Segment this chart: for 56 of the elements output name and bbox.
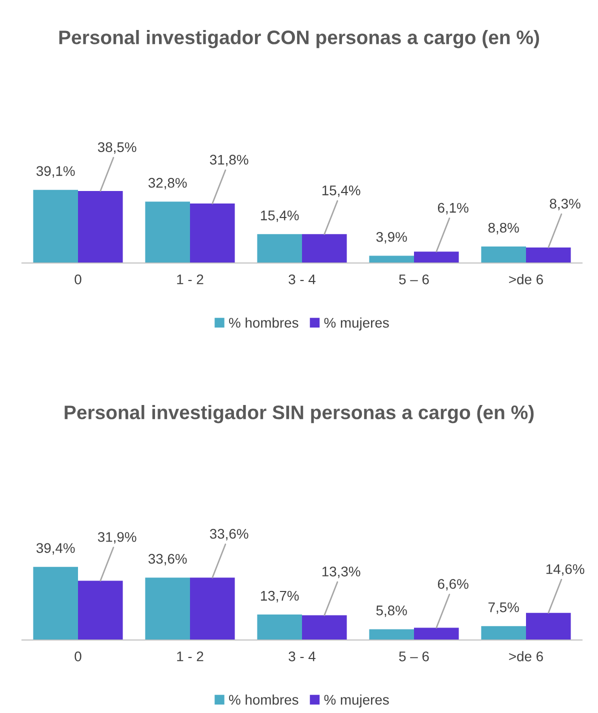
data-label: 39,4% — [36, 543, 75, 555]
data-label: 31,8% — [210, 154, 248, 166]
data-label: 7,5% — [488, 602, 519, 614]
data-label: 6,6% — [438, 579, 468, 591]
x-tick-label: 5 – 6 — [399, 274, 429, 284]
bar — [257, 614, 302, 640]
data-label: 39,1% — [36, 166, 75, 178]
bar — [302, 615, 347, 640]
data-label: 31,9% — [98, 532, 136, 544]
x-tick-label: >de 6 — [509, 651, 543, 662]
data-label: 14,6% — [546, 564, 584, 576]
bar — [190, 203, 235, 263]
x-tick-label: 1 - 2 — [177, 274, 204, 284]
bar — [145, 202, 190, 263]
bar — [481, 626, 526, 640]
bar — [526, 247, 571, 263]
data-label: 38,5% — [98, 142, 136, 154]
bar — [369, 629, 414, 640]
legend-label: % hombres — [229, 694, 298, 705]
data-label: 3,9% — [376, 232, 407, 244]
data-label: 13,3% — [322, 566, 360, 578]
x-tick-label: 3 - 4 — [288, 651, 316, 662]
bar — [526, 612, 571, 640]
data-label: 13,7% — [260, 590, 299, 602]
data-label: 6,1% — [438, 202, 468, 214]
data-label: 8,8% — [488, 222, 519, 234]
bar — [33, 566, 78, 640]
bar — [190, 578, 235, 640]
x-tick-label: 3 - 4 — [288, 274, 316, 284]
bar — [78, 190, 123, 263]
chart-title: Personal investigador SIN personas a cargo (en %) — [64, 405, 534, 424]
data-label: 33,6% — [148, 554, 187, 566]
x-tick-label: 5 – 6 — [399, 651, 429, 662]
bar — [414, 252, 459, 263]
bar — [414, 628, 459, 640]
data-label: 32,8% — [148, 178, 187, 190]
legend-label: % mujeres — [324, 318, 389, 330]
x-tick-label: 0 — [74, 651, 82, 662]
bar — [257, 234, 302, 263]
data-label: 33,6% — [210, 528, 248, 540]
x-tick-label: 1 - 2 — [177, 651, 204, 662]
x-tick-label: >de 6 — [509, 274, 543, 284]
data-label: 15,4% — [322, 186, 360, 197]
chart-title: Personal investigador CON personas a cargo (en %) — [59, 30, 540, 48]
x-tick-label: 0 — [74, 274, 82, 284]
bar — [33, 190, 78, 263]
legend-label: % mujeres — [324, 694, 389, 708]
data-label: 15,4% — [260, 210, 299, 222]
data-label: 5,8% — [376, 606, 407, 618]
legend-label: % hombres — [229, 318, 298, 328]
data-label: 8,3% — [550, 198, 580, 210]
bar — [145, 578, 190, 640]
bar — [481, 246, 526, 263]
bar — [78, 580, 123, 640]
bar — [369, 256, 414, 263]
bar — [302, 234, 347, 263]
